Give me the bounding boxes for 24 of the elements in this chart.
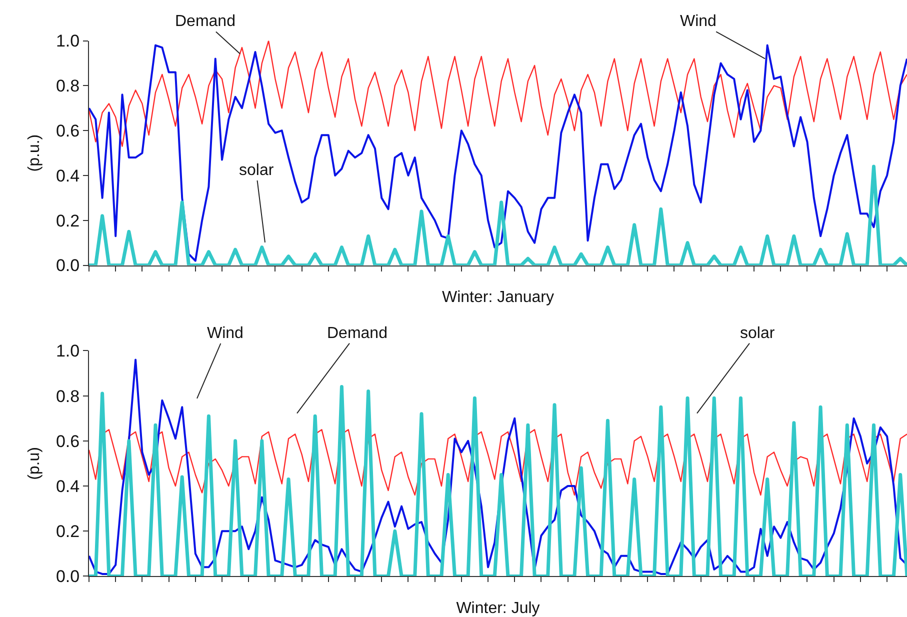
line-series — [89, 44, 907, 262]
x-axis-title: Winter: July — [456, 600, 540, 617]
y-tick-label: 0.8 — [56, 76, 80, 96]
y-axis-title: (p.u) — [26, 447, 43, 480]
text: Demand — [175, 13, 236, 30]
y-tick-label: 0.4 — [56, 166, 80, 186]
y-tick-label: 0.0 — [56, 567, 80, 586]
text: solar — [740, 325, 776, 342]
y-tick-label: 0.2 — [56, 211, 80, 230]
text: Wind — [680, 13, 716, 30]
y-axis-title: (p.u.) — [26, 134, 43, 172]
x-axis-title: Winter: January — [442, 288, 554, 306]
y-tick-label: 1.0 — [56, 32, 80, 51]
y-tick-label: 0.8 — [56, 386, 80, 406]
y-tick-label: 1.0 — [56, 342, 80, 361]
text: Wind — [207, 325, 244, 342]
y-tick-label: 0.6 — [56, 432, 80, 451]
text: Demand — [327, 325, 388, 342]
y-tick-label: 0.0 — [56, 256, 80, 276]
line-series — [89, 40, 907, 147]
annotation: solar — [239, 162, 274, 179]
y-tick-label: 0.6 — [56, 122, 80, 141]
y-tick-label: 0.2 — [56, 522, 80, 542]
y-tick-label: 0.4 — [56, 476, 80, 496]
